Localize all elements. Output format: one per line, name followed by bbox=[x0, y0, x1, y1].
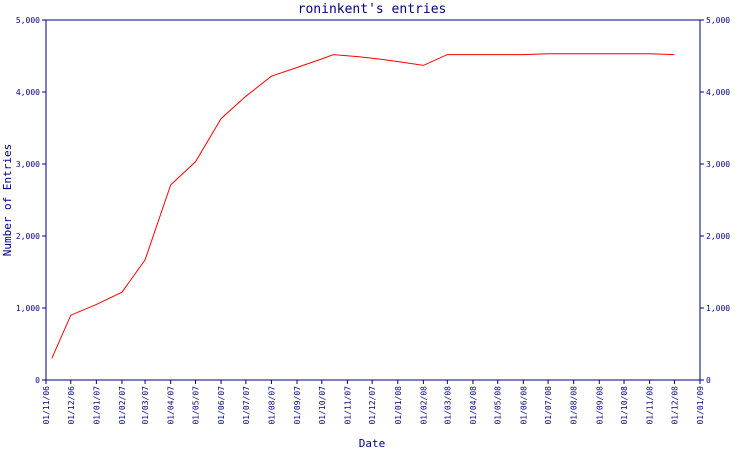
y-tick-label-left: 1,000 bbox=[16, 304, 40, 313]
x-tick-label: 01/01/08 bbox=[394, 386, 403, 425]
x-tick-label: 01/10/07 bbox=[318, 386, 327, 425]
x-axis: 01/11/06 01/12/06 01/01/07 01/02/07 01/03/07… bbox=[42, 380, 705, 425]
chart-title: roninkent's entries bbox=[298, 2, 447, 17]
y-tick-label-left: 5,000 bbox=[16, 16, 40, 25]
x-tick-label: 01/02/07 bbox=[118, 386, 127, 425]
x-axis-title: Date bbox=[359, 437, 386, 450]
y-axis-title: Number of Entries bbox=[1, 144, 14, 257]
plot-area bbox=[45, 19, 701, 381]
y-tick-label-left: 3,000 bbox=[16, 160, 40, 169]
x-tick-label: 01/06/08 bbox=[519, 386, 528, 425]
y-tick-label-right: 4,000 bbox=[706, 88, 730, 97]
x-tick-label: 01/01/09 bbox=[696, 386, 705, 425]
y-tick-label-left: 2,000 bbox=[16, 232, 40, 241]
y-tick-label-right: 5,000 bbox=[706, 16, 730, 25]
x-tick-label: 01/12/07 bbox=[368, 386, 377, 425]
y-axis-left: 0 1,000 2,000 3,000 4,000 5,000 bbox=[16, 16, 46, 385]
x-tick-label: 01/08/07 bbox=[267, 386, 276, 425]
x-tick-label: 01/08/08 bbox=[570, 386, 579, 425]
x-tick-label: 01/03/08 bbox=[443, 386, 452, 425]
x-tick-label: 01/10/08 bbox=[620, 386, 629, 425]
x-tick-label: 01/04/07 bbox=[167, 386, 176, 425]
x-tick-label: 01/04/08 bbox=[469, 386, 478, 425]
x-tick-label: 01/03/07 bbox=[141, 386, 150, 425]
x-tick-label: 01/09/08 bbox=[595, 386, 604, 425]
y-tick-label-left: 0 bbox=[35, 376, 40, 385]
x-tick-label: 01/02/08 bbox=[419, 386, 428, 425]
y-tick-label-right: 3,000 bbox=[706, 160, 730, 169]
x-tick-label: 01/06/07 bbox=[217, 386, 226, 425]
x-tick-label: 01/07/07 bbox=[242, 386, 251, 425]
series-line bbox=[51, 53, 675, 359]
x-tick-label: 01/05/07 bbox=[191, 386, 200, 425]
x-tick-label: 01/12/06 bbox=[67, 386, 76, 425]
y-axis-right: 0 1,000 2,000 3,000 4,000 5,000 bbox=[700, 16, 730, 385]
x-tick-label: 01/01/07 bbox=[92, 386, 101, 425]
x-tick-label: 01/12/08 bbox=[670, 386, 679, 425]
y-tick-label-right: 0 bbox=[706, 376, 711, 385]
y-tick-label-left: 4,000 bbox=[16, 88, 40, 97]
y-tick-label-right: 1,000 bbox=[706, 304, 730, 313]
x-tick-label: 01/09/07 bbox=[293, 386, 302, 425]
x-tick-label: 01/07/08 bbox=[544, 386, 553, 425]
y-tick-label-right: 2,000 bbox=[706, 232, 730, 241]
x-tick-label: 01/11/06 bbox=[42, 386, 51, 425]
x-tick-label: 01/05/08 bbox=[494, 386, 503, 425]
x-tick-label: 01/11/07 bbox=[343, 386, 352, 425]
x-tick-label: 01/11/08 bbox=[646, 386, 655, 425]
